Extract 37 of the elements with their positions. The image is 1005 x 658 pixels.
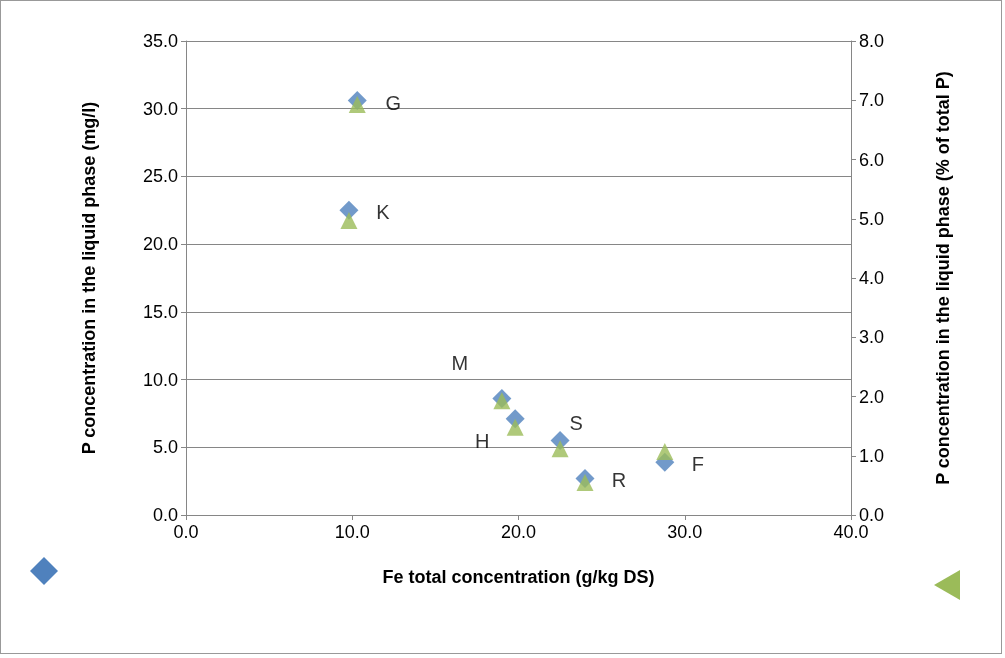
x-tick-label: 40.0 [833,522,869,542]
point [576,473,594,491]
y-axis-title: P concentration in the liquid phase (mg/l) [79,101,99,455]
x-tick-label: 30.0 [667,522,703,542]
annotation: K [376,201,391,224]
annotation: G [385,91,402,114]
y2-tick-label: 3.0 [859,327,885,348]
annotation: H [474,429,490,452]
y2-tick-label: 8.0 [859,31,885,51]
annotation: S [569,411,583,434]
y-tick-label: 30.0 [142,98,178,119]
x-tick-label: 10.0 [334,522,370,542]
x-axis-title: Fe total concentration (g/kg DS) [382,567,655,587]
y2-tick-label: 4.0 [859,268,885,288]
y-tick-label: 15.0 [142,301,178,322]
point [340,212,358,230]
annotation: M [451,351,469,374]
y2-tick-label: 6.0 [859,149,885,170]
y2-tick-label: 7.0 [859,90,885,111]
point [656,443,674,461]
y-tick-label: 35.0 [142,31,178,51]
y-tick-label: 0.0 [152,505,178,525]
y2-tick-label: 0.0 [859,505,885,525]
y-tick-label: 5.0 [152,437,178,458]
y2-tick-label: 2.0 [859,386,885,407]
y2-tick-label: 5.0 [859,208,885,229]
annotation: R [611,469,627,492]
y2-tick-label: 1.0 [859,445,885,466]
y-tick-label: 20.0 [142,234,178,255]
y-tick-label: 10.0 [142,369,178,390]
point [551,440,569,458]
point [506,418,524,436]
y-tick-label: 25.0 [142,166,178,187]
x-tick-label: 20.0 [500,522,537,542]
annotation: F [691,453,704,476]
x-tick-label: 0.0 [173,522,199,542]
y2-axis-title: P concentration in the liquid phase (% of total P) [933,71,953,485]
